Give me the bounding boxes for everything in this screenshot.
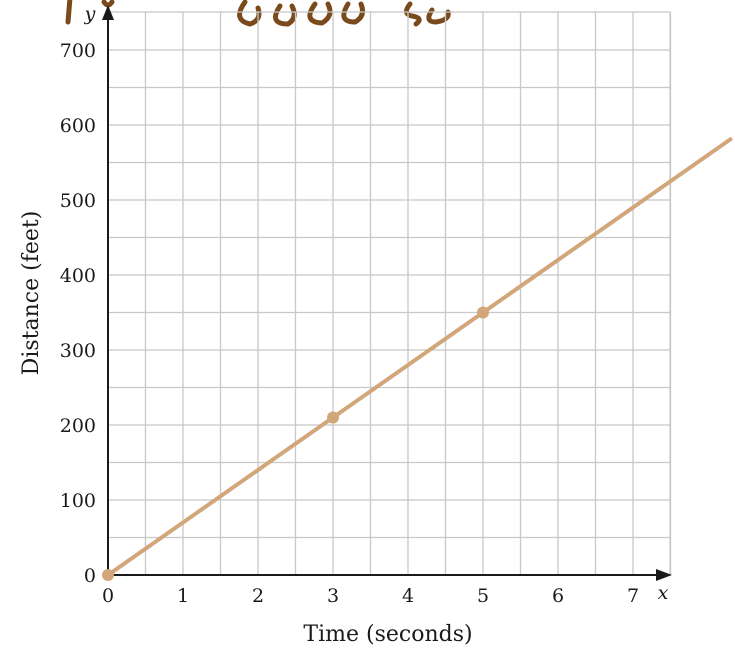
x-tick-label: 0 xyxy=(102,585,114,607)
x-tick-label: 4 xyxy=(402,585,414,607)
axes xyxy=(102,5,672,581)
labels: Time (seconds) Distance (feet) x y 0 1 2 3 4… xyxy=(19,3,669,647)
y-tick-label: 200 xyxy=(60,415,96,437)
y-axis-arrowhead xyxy=(102,5,114,20)
grid xyxy=(108,11,672,575)
y-axis-letter: y xyxy=(84,3,96,25)
x-tick-label: 3 xyxy=(327,585,339,607)
x-tick-label: 1 xyxy=(177,585,189,607)
data-point xyxy=(477,306,489,319)
y-tick-label: 500 xyxy=(60,190,96,212)
x-axis-letter: x xyxy=(658,582,669,604)
y-axis-title: Distance (feet) xyxy=(19,211,44,376)
handwritten-annotation xyxy=(65,0,451,27)
x-tick-label: 2 xyxy=(252,585,264,607)
x-axis-arrowhead xyxy=(656,569,672,581)
series-layer xyxy=(102,137,733,581)
x-tick-label: 5 xyxy=(477,585,489,607)
x-tick-label: 7 xyxy=(627,585,639,607)
y-tick-label: 300 xyxy=(60,340,96,362)
y-tick-label: 700 xyxy=(60,40,96,62)
series-line xyxy=(106,137,733,577)
y-tick-label: 400 xyxy=(60,265,96,287)
y-tick-label: 0 xyxy=(84,565,96,587)
x-axis-title: Time (seconds) xyxy=(303,622,472,647)
data-point xyxy=(102,569,114,581)
y-tick-label: 600 xyxy=(60,115,96,137)
x-tick-label: 6 xyxy=(552,585,564,607)
data-point xyxy=(327,411,339,424)
y-tick-label: 100 xyxy=(60,490,96,512)
